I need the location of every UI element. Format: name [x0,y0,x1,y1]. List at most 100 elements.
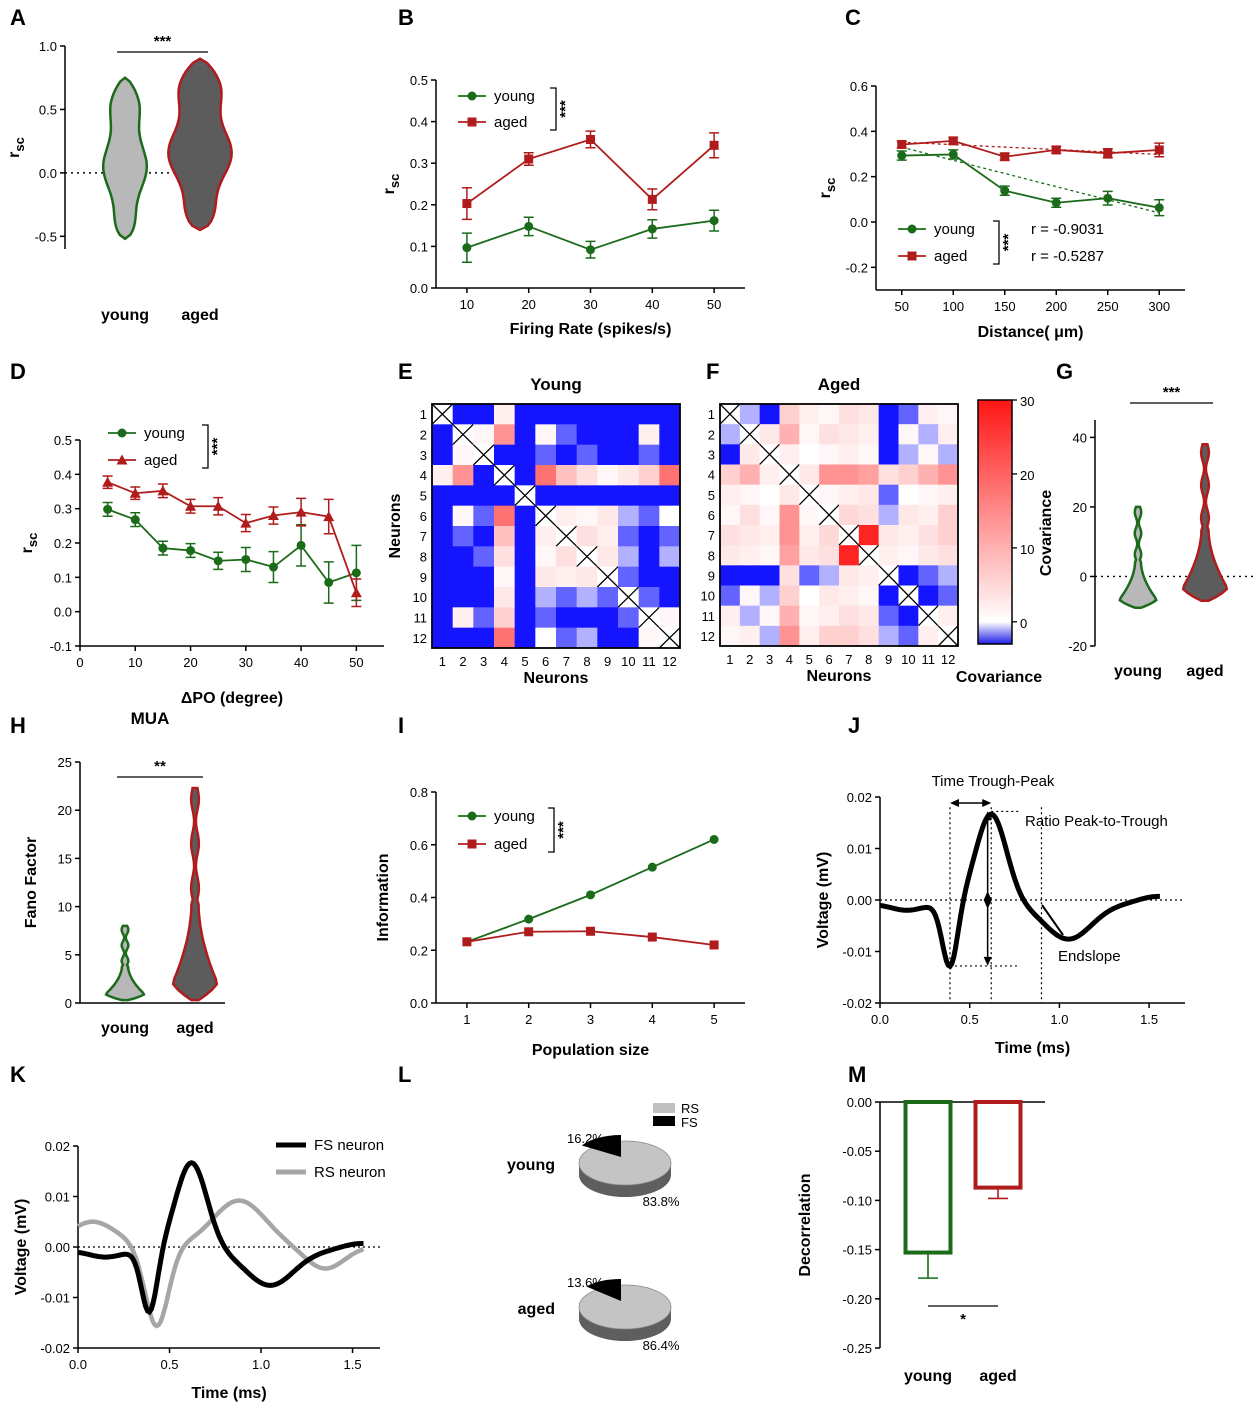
J-annotation-endslope: Endslope [1058,948,1121,965]
E-cell [494,485,516,507]
F-row-label: 4 [708,468,715,483]
B-panel-label: B [398,5,414,30]
F-row-label: 6 [708,508,715,523]
L-rs-label-aged: 86.4% [643,1338,680,1353]
E-cell [618,465,640,486]
J-y-tick-label: 0.01 [847,842,872,857]
E-cell [556,404,578,425]
F-cell [898,525,919,546]
F-col-label: 8 [865,652,872,667]
F-cell [858,605,880,627]
E-cell [576,424,598,446]
D-x-tick-label: 40 [294,655,308,670]
E-col-label: 6 [542,654,549,669]
F-cell [878,484,899,506]
F-cell [819,444,840,465]
E-cell [432,566,454,588]
F-cell [918,484,939,506]
K-x-tick-label: 0.0 [69,1357,87,1372]
E-cell-cross [534,505,557,527]
F-cell-cross [739,423,761,445]
F-cell [839,605,860,627]
F-row-label: 3 [708,447,715,462]
I-young-point [647,862,657,872]
I-legend-aged: aged [494,836,527,853]
J-annotation-ratio: Ratio Peak-to-Trough [1025,813,1168,830]
E-cell-cross [576,545,598,568]
F-cell [720,625,741,647]
E-cell [638,546,660,568]
F-cell [739,464,761,486]
D-aged-line [107,481,358,594]
E-cell [494,546,516,568]
F-cell [898,404,919,425]
F-cell [779,565,800,586]
K-y-tick-label: -0.01 [40,1291,70,1306]
F-cell [938,404,959,425]
C-young-line [901,153,1160,209]
E-col-label: 3 [480,654,487,669]
E-col-label: 10 [621,654,635,669]
E-cell [597,424,619,446]
J-y-tick-label: 0.02 [847,790,872,805]
D-aged-point [295,506,307,517]
D-x-tick-label: 50 [349,655,363,670]
G-category-young: young [1114,663,1162,680]
E-cell [432,526,454,547]
I-aged-point [524,927,534,937]
M-category-aged: aged [979,1368,1016,1385]
D-aged-point [323,511,335,522]
E-cell [659,587,681,608]
I-legend-marker-aged [467,839,477,849]
F-cell [759,585,780,607]
F-cell [799,565,820,586]
E-frame [431,403,681,649]
E-cell [597,505,619,527]
C-x-label: Distance( μm) [978,324,1084,341]
F-cell [898,464,919,486]
L-legend-swatch-rs [653,1103,675,1113]
K-x-tick-label: 1.5 [344,1357,362,1372]
B-y-tick-label: 0.1 [410,239,428,254]
I-y-tick-label: 0.4 [410,891,428,906]
B-y-tick-label: 0.2 [410,198,428,213]
E-cell [514,424,536,446]
F-col-label: 12 [941,652,955,667]
F-cell [739,545,761,566]
E-cell [556,465,578,486]
F-cell [720,464,741,486]
A-y-tick-label: -0.5 [35,229,57,244]
F-cell [858,424,880,445]
B-young-point [647,224,657,234]
C-aged-point [1154,145,1164,155]
I-panel-label: I [398,713,404,738]
B-x-tick-label: 30 [583,297,597,312]
I-young-point [524,914,534,924]
E-cell [452,505,474,527]
H-y-tick-label: 25 [58,755,72,770]
E-cell [473,566,495,588]
E-cell [638,566,660,588]
B-x-tick-label: 50 [707,297,721,312]
E-row-label: 12 [413,631,427,646]
K-y-tick-label: 0.02 [45,1139,70,1154]
E-cell [535,587,557,608]
F-cell [720,565,741,586]
E-cell [618,424,640,446]
I-aged-point [647,932,657,942]
F-cell-cross [719,403,741,425]
L-pie-side-young [579,1163,671,1197]
E-cell-cross [472,444,495,466]
E-cell [597,587,619,608]
F-cell [819,565,840,586]
E-cell [473,587,495,608]
F-panel-label: F [706,359,719,384]
F-cell [938,424,959,445]
C-legend-young: young [934,221,975,238]
F-cell [779,525,800,546]
E-cell [494,566,516,588]
D-x-tick-label: 30 [239,655,253,670]
E-cell [535,627,557,649]
E-cell-cross [638,606,660,629]
F-cell [739,444,761,465]
